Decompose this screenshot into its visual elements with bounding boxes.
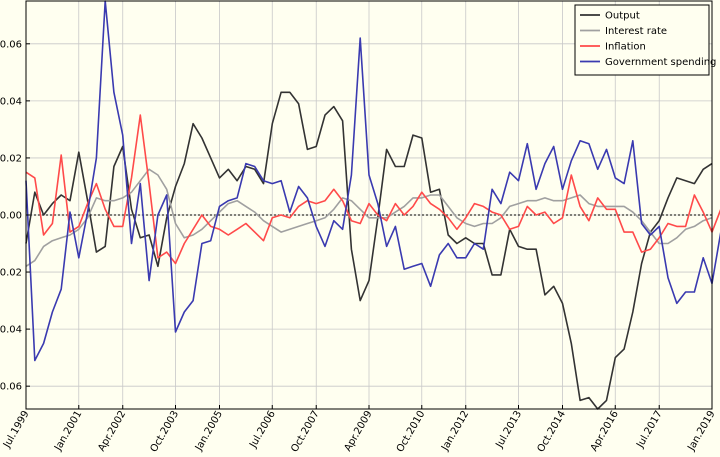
y-axis-ticks: 0.06 0.04 0.02 0.00 −0.02 −0.04 −0.06: [0, 39, 30, 393]
x-tick-label: Apr.2002: [96, 409, 128, 453]
x-tick-label: Apr.2016: [589, 409, 621, 453]
y-tick-label: −0.02: [0, 268, 22, 279]
x-tick-label: Jul.2006: [247, 409, 277, 451]
series-line-government-spending: [25, 0, 720, 362]
x-tick-label: Jul.2017: [634, 409, 664, 451]
x-tick-label: Jul.2013: [494, 409, 524, 451]
x-tick-label: Oct.2014: [536, 409, 568, 454]
x-tick-label: Jan.2019: [686, 409, 718, 454]
x-tick-label: Jan.2012: [439, 409, 471, 454]
x-tick-label: Jan.2005: [193, 409, 225, 454]
x-tick-label: Oct.2003: [149, 409, 181, 454]
y-tick-label: 0.04: [0, 96, 22, 107]
series-line-inflation: [25, 114, 720, 265]
legend-label: Output: [605, 11, 640, 22]
legend-label: Government spending: [605, 57, 716, 68]
legend: Output Interest rate Inflation Government s…: [574, 4, 716, 76]
x-tick-label: Oct.2010: [395, 409, 427, 454]
legend-label: Interest rate: [605, 26, 667, 37]
y-tick-label: 0.06: [0, 39, 22, 50]
series-line-interest-rate: [25, 168, 713, 267]
x-tick-label: Jul.1999: [1, 409, 31, 451]
x-tick-label: Apr.2009: [343, 409, 375, 453]
series-lines: [25, 0, 720, 410]
x-tick-label: Oct.2007: [289, 409, 321, 454]
y-tick-label: 0.02: [0, 153, 22, 164]
legend-box: [574, 4, 710, 76]
y-tick-label: −0.04: [0, 325, 22, 336]
x-axis-ticks: Jul.1999 Jan.2001 Apr.2002 Oct.2003 Jan.2005…: [1, 405, 718, 454]
x-tick-label: Jan.2001: [52, 409, 84, 454]
y-tick-label: −0.06: [0, 382, 22, 393]
y-tick-label: 0.00: [0, 210, 22, 221]
legend-label: Inflation: [605, 42, 646, 53]
